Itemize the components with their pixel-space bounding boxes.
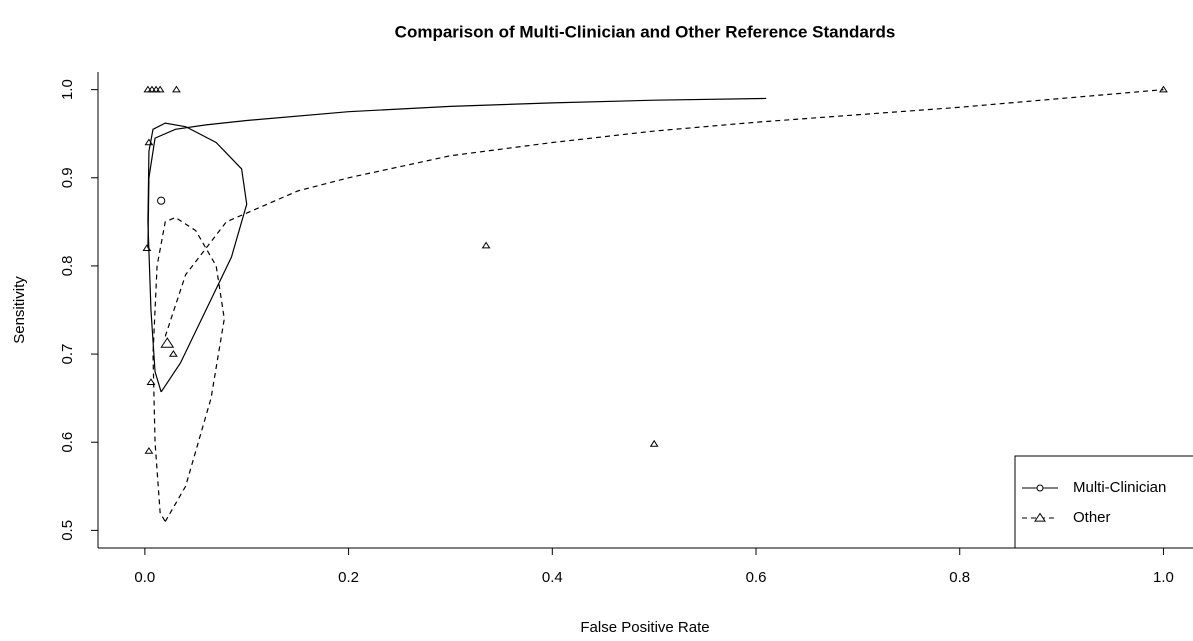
y-tick-label: 0.7 bbox=[59, 344, 76, 365]
sroc-curve bbox=[164, 89, 1164, 337]
point bbox=[155, 85, 165, 93]
y-axis-label: Sensitivity bbox=[11, 276, 28, 344]
legend-label: Other bbox=[1073, 509, 1111, 526]
sroc-ellipse bbox=[152, 216, 225, 522]
summary-point bbox=[160, 337, 175, 348]
x-tick-label: 0.4 bbox=[542, 569, 563, 586]
x-tick-label: 0.8 bbox=[949, 569, 970, 586]
legend-marker bbox=[1036, 484, 1044, 492]
y-tick-label: 1.0 bbox=[59, 79, 76, 100]
legend-label: Multi-Clinician bbox=[1073, 479, 1166, 496]
x-tick-label: 0.2 bbox=[338, 569, 359, 586]
point bbox=[172, 85, 181, 93]
point bbox=[144, 446, 154, 454]
x-axis-label: False Positive Rate bbox=[580, 619, 709, 636]
y-tick-label: 0.5 bbox=[59, 520, 76, 541]
point bbox=[168, 350, 178, 357]
sroc-curve bbox=[147, 97, 767, 249]
point bbox=[144, 138, 154, 146]
x-tick-label: 0.6 bbox=[746, 569, 767, 586]
point bbox=[142, 244, 152, 252]
summary-point bbox=[157, 196, 166, 205]
y-tick-label: 0.8 bbox=[59, 255, 76, 276]
point bbox=[649, 439, 659, 447]
point bbox=[481, 241, 491, 249]
y-tick-label: 0.9 bbox=[59, 167, 76, 188]
sroc-ellipse bbox=[147, 122, 248, 393]
y-tick-label: 0.6 bbox=[59, 432, 76, 453]
legend-box bbox=[1014, 455, 1193, 549]
point bbox=[1159, 85, 1168, 93]
x-tick-label: 0.0 bbox=[134, 569, 155, 586]
x-tick-label: 1.0 bbox=[1153, 569, 1174, 586]
chart-title: Comparison of Multi-Clinician and Other … bbox=[395, 22, 896, 41]
legend-marker bbox=[1034, 512, 1046, 522]
point bbox=[146, 378, 156, 385]
